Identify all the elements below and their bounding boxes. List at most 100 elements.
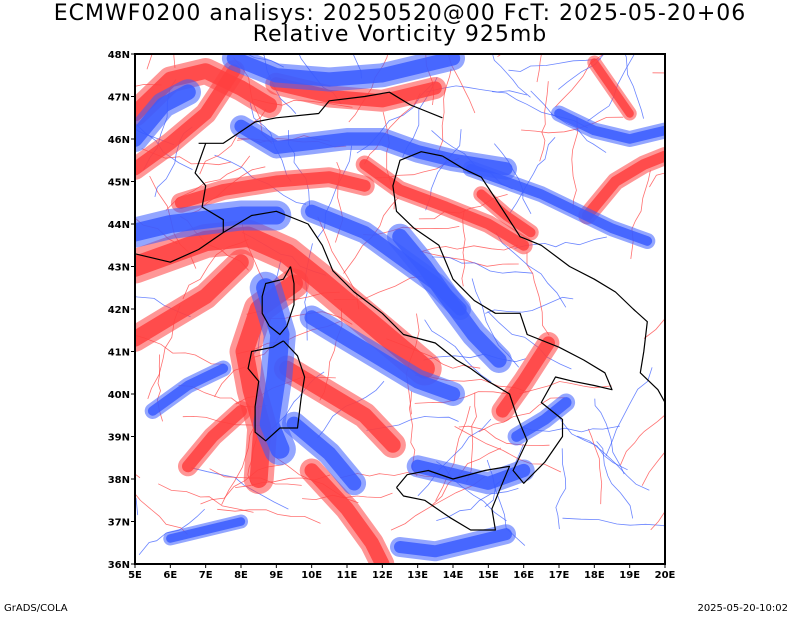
vorticity-band-core xyxy=(147,363,229,416)
x-tick-label: 5E xyxy=(128,570,142,581)
x-tick-label: 17E xyxy=(549,570,570,581)
contour-line xyxy=(417,418,492,497)
vorticity-band-core xyxy=(511,397,572,442)
x-tick-label: 11E xyxy=(337,570,358,581)
contour-line xyxy=(605,367,653,457)
y-axis: 36N 37N 38N 39N 40N 41N 42N 43N 44N 45N 46N 47N 48N xyxy=(108,50,135,571)
x-axis: 5E 6E 7E 8E 9E 10E 11E 12E 13E 14E 15E 16E 17E 18E 19E… xyxy=(128,564,676,581)
vorticity-band-core xyxy=(392,228,507,368)
vorticity-band-core xyxy=(304,463,390,564)
coastlines xyxy=(135,91,665,531)
y-tick-label: 48N xyxy=(108,50,130,61)
contour-line xyxy=(436,488,519,521)
vorticity-band-core xyxy=(166,517,246,543)
vorticity-band-core xyxy=(135,84,196,147)
vorticity-band-core xyxy=(279,360,401,453)
vorticity-band-core xyxy=(135,254,249,347)
y-tick-label: 38N xyxy=(108,475,130,486)
contour-line xyxy=(555,448,567,530)
x-tick-label: 14E xyxy=(443,570,464,581)
x-tick-label: 9E xyxy=(269,570,283,581)
contour-line xyxy=(536,54,542,83)
contour-line xyxy=(419,244,519,253)
contour-line xyxy=(199,109,267,175)
contour-line xyxy=(555,54,604,108)
contour-line xyxy=(539,81,549,162)
x-tick-label: 16E xyxy=(513,570,534,581)
vorticity-band-core xyxy=(135,226,435,379)
y-tick-label: 36N xyxy=(108,560,130,571)
contour-line xyxy=(217,508,321,524)
contour-line xyxy=(594,398,625,475)
contour-line xyxy=(437,68,452,154)
y-tick-label: 42N xyxy=(108,305,130,316)
contour-line xyxy=(435,405,471,501)
coastline-path xyxy=(261,266,295,336)
vorticity-band-core xyxy=(581,150,665,221)
vorticity-band-core xyxy=(495,336,556,418)
contour-line xyxy=(519,381,612,395)
x-tick-label: 6E xyxy=(163,570,177,581)
contour-line xyxy=(554,411,628,471)
y-tick-label: 39N xyxy=(108,433,130,444)
coastline-path xyxy=(194,143,224,233)
vorticity-band-core xyxy=(256,278,290,459)
x-tick-label: 12E xyxy=(372,570,393,581)
vorticity-band-core xyxy=(174,171,371,209)
contour-line xyxy=(135,493,188,535)
y-tick-label: 45N xyxy=(108,178,130,189)
contour-line xyxy=(650,510,665,531)
contour-line xyxy=(509,137,556,214)
contour-line xyxy=(447,54,476,114)
y-tick-label: 46N xyxy=(108,135,130,146)
contour-line xyxy=(526,252,550,336)
contour-line xyxy=(508,58,601,72)
vorticity-band-core xyxy=(269,77,442,108)
y-tick-label: 40N xyxy=(108,390,130,401)
contour-line xyxy=(649,172,665,188)
vorticity-band-core xyxy=(554,108,665,144)
x-tick-label: 8E xyxy=(234,570,248,581)
title-line-2: Relative Vorticity 925mb xyxy=(252,22,548,47)
vorticity-field xyxy=(135,54,665,564)
vorticity-band-core xyxy=(465,164,653,246)
y-tick-label: 47N xyxy=(108,93,130,104)
contour-line xyxy=(493,143,532,214)
y-tick-label: 37N xyxy=(108,518,130,529)
contour-line xyxy=(562,517,665,527)
coastline-path xyxy=(222,151,613,484)
vorticity-band-core xyxy=(394,528,512,558)
x-tick-label: 15E xyxy=(478,570,499,581)
y-tick-label: 43N xyxy=(108,263,130,274)
contour-line xyxy=(135,83,162,87)
contour-line xyxy=(652,72,665,74)
x-tick-label: 7E xyxy=(199,570,213,581)
x-tick-label: 18E xyxy=(584,570,605,581)
contour-line xyxy=(458,425,550,447)
coastline-path xyxy=(442,155,665,403)
vorticity-band-core xyxy=(135,63,278,122)
x-tick-label: 13E xyxy=(407,570,428,581)
contour-line xyxy=(135,128,175,146)
vorticity-band-core xyxy=(304,310,461,402)
contour-line xyxy=(487,311,572,370)
vorticity-band-core xyxy=(590,58,634,118)
coastline-path xyxy=(247,340,306,442)
contour-line xyxy=(421,251,519,267)
contour-line xyxy=(571,117,578,209)
y-tick-label: 41N xyxy=(108,348,130,359)
coastline-path xyxy=(198,91,443,144)
contour-line xyxy=(135,473,141,479)
vorticity-band-core xyxy=(286,416,362,491)
footer-software: GrADS/COLA xyxy=(4,603,68,614)
footer-timestamp: 2025-05-20-10:02 xyxy=(697,603,788,614)
contour-line xyxy=(643,317,665,339)
contour-line xyxy=(158,483,254,513)
contour-line xyxy=(478,397,565,433)
vorticity-band-core xyxy=(135,64,241,176)
title-line-1: ECMWF0200 analisys: 20250520@00 FcT: 202… xyxy=(53,1,747,26)
contour-line xyxy=(641,451,665,486)
contour-line xyxy=(492,54,531,98)
vorticity-band-core xyxy=(226,54,461,87)
